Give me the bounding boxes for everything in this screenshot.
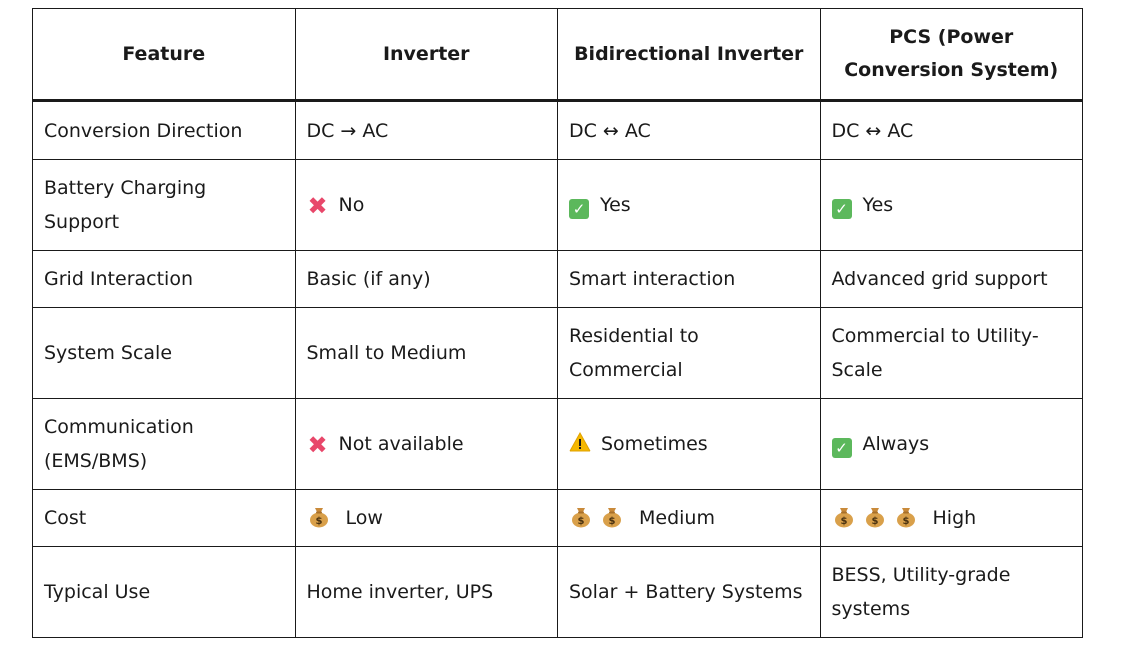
table-row: System Scale Small to Medium Residential… (32, 307, 1083, 399)
svg-text:$: $ (871, 516, 878, 527)
check-mark-icon: ✓ (569, 199, 589, 219)
check-mark-icon: ✓ (831, 199, 852, 219)
money-bag-icon: $ (865, 508, 884, 528)
inverter-cell: ✖ No (294, 159, 558, 251)
cell-text: Yes (862, 194, 894, 216)
svg-text:$: $ (609, 516, 616, 527)
table-row: Communication (EMS/BMS) ✖ Not available S… (32, 398, 1083, 490)
cross-mark-icon: ✖ (307, 192, 328, 220)
inverter-cell: ✖ Not available (294, 398, 558, 490)
cell-text: Yes (600, 194, 631, 216)
pcs-cell: BESS, Utility-grade systems (819, 546, 1083, 638)
pcs-cell: Advanced grid support (819, 250, 1083, 308)
warning-icon (569, 432, 591, 452)
money-bag-icon: $ (834, 508, 853, 528)
inverter-cell: $ Low (294, 489, 558, 547)
table-row: Cost $ Low $ $ Medium $ $ $ High (32, 489, 1083, 547)
feature-cell: Conversion Direction (32, 100, 296, 160)
inverter-cell: Basic (if any) (294, 250, 558, 308)
money-bag-icon: $ (309, 508, 328, 528)
inverter-cell: Small to Medium (294, 307, 558, 399)
cell-text: High (932, 507, 977, 529)
feature-cell: Grid Interaction (32, 250, 296, 308)
feature-cell: Communication (EMS/BMS) (32, 398, 296, 490)
bidirectional-cell: Residential to Commercial (557, 307, 821, 399)
bidirectional-cell: Solar + Battery Systems (557, 546, 821, 638)
bidirectional-cell: $ $ Medium (557, 489, 821, 547)
cost-icons: $ (307, 501, 338, 535)
header-inverter: Inverter (294, 8, 558, 102)
cell-text: Not available (338, 433, 464, 455)
pcs-cell: DC ↔ AC (819, 100, 1083, 160)
cell-text: Medium (639, 507, 715, 529)
header-bidirectional-inverter: Bidirectional Inverter (557, 8, 821, 102)
inverter-cell: DC → AC (294, 100, 558, 160)
cost-icons: $ $ $ (832, 501, 925, 535)
cost-icons: $ $ (569, 501, 631, 535)
header-row: Feature Inverter Bidirectional Inverter … (32, 8, 1083, 102)
svg-text:$: $ (578, 516, 585, 527)
bidirectional-cell: ✓ Yes (557, 159, 821, 251)
money-bag-icon: $ (572, 508, 590, 528)
bidirectional-cell: DC ↔ AC (557, 100, 821, 160)
header-feature: Feature (32, 8, 296, 102)
table-row: Battery Charging Support ✖ No ✓ Yes ✓ Yes (32, 159, 1083, 251)
cell-text: Sometimes (601, 433, 708, 455)
money-bag-icon: $ (603, 508, 621, 528)
svg-text:$: $ (315, 516, 322, 527)
table-row: Conversion Direction DC → AC DC ↔ AC DC … (32, 100, 1083, 160)
pcs-cell: ✓ Always (819, 398, 1083, 490)
pcs-cell: $ $ $ High (819, 489, 1083, 547)
table-row: Grid Interaction Basic (if any) Smart in… (32, 250, 1083, 308)
feature-cell: Cost (32, 489, 296, 547)
pcs-cell: ✓ Yes (819, 159, 1083, 251)
feature-cell: Typical Use (32, 546, 296, 638)
money-bag-icon: $ (896, 508, 915, 528)
cross-mark-icon: ✖ (307, 431, 328, 459)
bidirectional-cell: Sometimes (557, 398, 821, 490)
check-mark-icon: ✓ (831, 438, 852, 458)
feature-cell: System Scale (32, 307, 296, 399)
svg-text:$: $ (902, 516, 909, 527)
bidirectional-cell: Smart interaction (557, 250, 821, 308)
cell-text: Low (345, 507, 383, 529)
svg-text:$: $ (840, 516, 847, 527)
cell-text: No (338, 194, 365, 216)
pcs-cell: Commercial to Utility-Scale (819, 307, 1083, 399)
header-pcs: PCS (Power Conversion System) (819, 8, 1083, 102)
feature-cell: Battery Charging Support (32, 159, 296, 251)
cell-text: Always (862, 433, 930, 455)
comparison-table: Feature Inverter Bidirectional Inverter … (32, 8, 1083, 638)
table-row: Typical Use Home inverter, UPS Solar + B… (32, 546, 1083, 638)
inverter-cell: Home inverter, UPS (294, 546, 558, 638)
